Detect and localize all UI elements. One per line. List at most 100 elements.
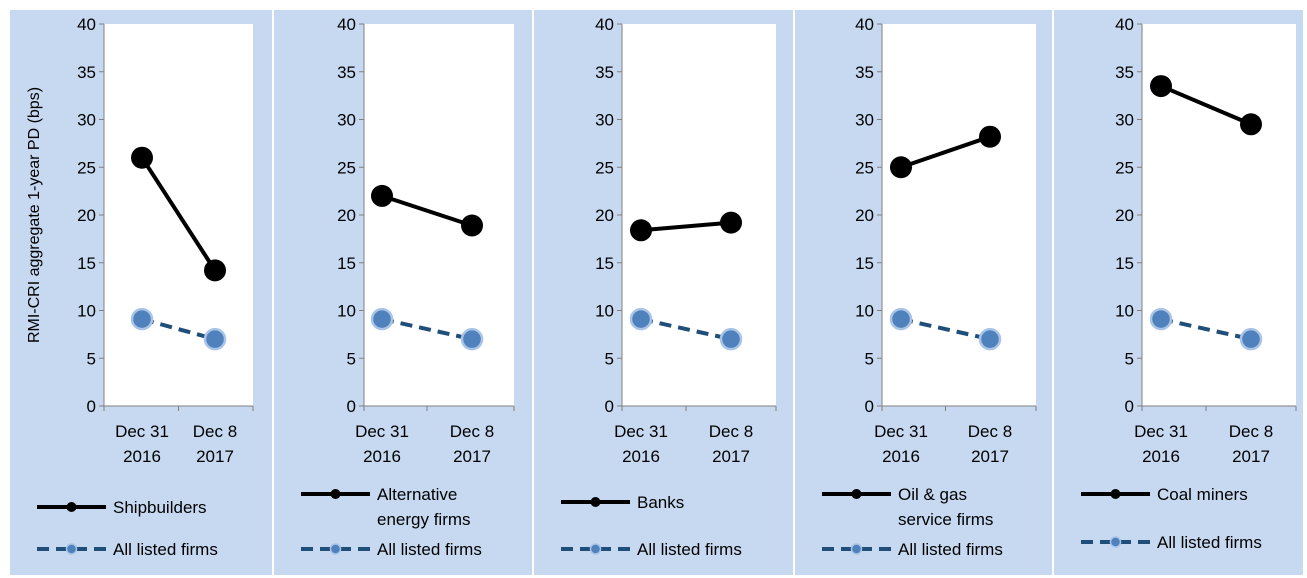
y-tick-label: 35 (855, 63, 874, 82)
legend-label-sector: Coal miners (1157, 485, 1248, 504)
y-tick-label: 5 (865, 349, 874, 368)
series-line-sector (900, 134, 991, 170)
legend-label-sector: Banks (637, 493, 684, 512)
data-point-sector (1150, 75, 1172, 98)
y-tick-label: 10 (1115, 302, 1134, 321)
y-tick-label: 20 (1115, 206, 1134, 225)
series-line-all-listed (900, 317, 991, 342)
y-tick-label: 40 (595, 15, 614, 34)
chart-panel-3: 0 5 10 15 20 25 30 35 40 Dec 31 2016 Dec 8 2017 Banks… (534, 10, 793, 575)
y-tick-label: 35 (1115, 63, 1134, 82)
legend-label-all-listed: All listed firms (898, 540, 1003, 559)
y-tick-label: 30 (77, 111, 96, 130)
legend-label-sector: service firms (898, 510, 993, 529)
y-tick-label: 10 (595, 302, 614, 321)
series-line-all-listed (1160, 317, 1252, 342)
data-point-sector (890, 156, 912, 179)
x-tick-label: Dec 31 (1134, 422, 1188, 441)
y-tick-label: 5 (347, 349, 356, 368)
x-tick-label: Dec 31 (115, 422, 169, 441)
x-tick-label: Dec 8 (709, 422, 753, 441)
legend-marker-sector (1110, 489, 1121, 499)
y-tick-label: 30 (595, 111, 614, 130)
y-tick-label: 15 (77, 254, 96, 273)
y-tick-label: 35 (77, 63, 96, 82)
y-tick-label: 5 (1125, 349, 1134, 368)
data-point-sector (630, 219, 652, 242)
y-tick-label: 10 (77, 302, 96, 321)
x-tick-label: Dec 8 (1229, 422, 1273, 441)
y-tick-label: 15 (855, 254, 874, 273)
y-tick-label: 40 (337, 15, 356, 34)
data-point-all-listed (1239, 327, 1263, 351)
y-tick-label: 25 (77, 158, 96, 177)
legend-marker-all-listed (65, 543, 78, 555)
series-line-all-listed (141, 317, 216, 342)
data-point-sector (371, 184, 393, 207)
data-point-sector (204, 259, 226, 282)
legend-label-sector: energy firms (377, 510, 471, 529)
y-tick-label: 5 (87, 349, 96, 368)
y-axis-title: RMI-CRI aggregate 1-year PD (bps) (26, 87, 43, 343)
x-tick-label: 2017 (1232, 447, 1270, 466)
legend-marker-sector (66, 502, 77, 512)
x-tick-label: 2016 (622, 447, 660, 466)
chart-panel-5: 0 5 10 15 20 25 30 35 40 Dec 31 2016 Dec 8 2017 Coal … (1054, 10, 1303, 575)
y-tick-label: 0 (605, 397, 614, 416)
y-tick-label: 10 (337, 302, 356, 321)
y-tick-label: 20 (855, 206, 874, 225)
y-tick-label: 40 (77, 15, 96, 34)
legend-marker-sector (330, 489, 341, 499)
series-line-sector (640, 220, 732, 233)
y-tick-label: 40 (1115, 15, 1134, 34)
data-point-all-listed (370, 307, 394, 331)
x-tick-label: Dec 8 (968, 422, 1012, 441)
series-line-sector (381, 194, 473, 228)
x-tick-label: Dec 31 (614, 422, 668, 441)
legend-label-all-listed: All listed firms (637, 540, 742, 559)
y-tick-label: 25 (855, 158, 874, 177)
y-tick-label: 30 (855, 111, 874, 130)
x-tick-label: 2017 (196, 447, 234, 466)
data-point-all-listed (460, 327, 484, 351)
legend-label-sector: Shipbuilders (113, 498, 207, 517)
y-tick-label: 40 (855, 15, 874, 34)
x-tick-label: 2017 (971, 447, 1009, 466)
data-point-sector (979, 125, 1001, 148)
x-tick-label: Dec 8 (193, 422, 237, 441)
legend-marker-all-listed (589, 543, 602, 555)
y-tick-label: 0 (865, 397, 874, 416)
legend-marker-sector (851, 489, 862, 499)
data-point-all-listed (203, 327, 227, 351)
y-tick-label: 15 (337, 254, 356, 273)
x-tick-label: 2016 (363, 447, 401, 466)
legend-marker-all-listed (850, 543, 863, 555)
legend-label-all-listed: All listed firms (113, 540, 218, 559)
x-tick-label: 2017 (712, 447, 750, 466)
plot-area (882, 24, 1036, 406)
data-point-all-listed (719, 327, 743, 351)
y-tick-label: 35 (595, 63, 614, 82)
x-tick-label: Dec 31 (874, 422, 928, 441)
legend-label-sector: Alternative (377, 485, 457, 504)
legend-label-all-listed: All listed firms (1157, 533, 1262, 552)
y-tick-label: 25 (595, 158, 614, 177)
y-tick-label: 0 (87, 397, 96, 416)
x-tick-label: Dec 31 (355, 422, 409, 441)
legend-marker-all-listed (329, 543, 342, 555)
y-tick-label: 10 (855, 302, 874, 321)
y-tick-label: 20 (595, 206, 614, 225)
series-line-all-listed (640, 317, 732, 342)
data-point-sector (461, 214, 483, 237)
y-tick-label: 30 (1115, 111, 1134, 130)
series-line-sector (140, 156, 217, 272)
y-tick-label: 20 (337, 206, 356, 225)
data-point-all-listed (889, 307, 913, 331)
data-point-sector (720, 211, 742, 234)
y-tick-label: 15 (1115, 254, 1134, 273)
chart-panel-2: 0 5 10 15 20 25 30 35 40 Dec 31 2016 Dec 8 2017 Alter… (274, 10, 532, 575)
y-tick-label: 35 (337, 63, 356, 82)
y-tick-label: 0 (1125, 397, 1134, 416)
